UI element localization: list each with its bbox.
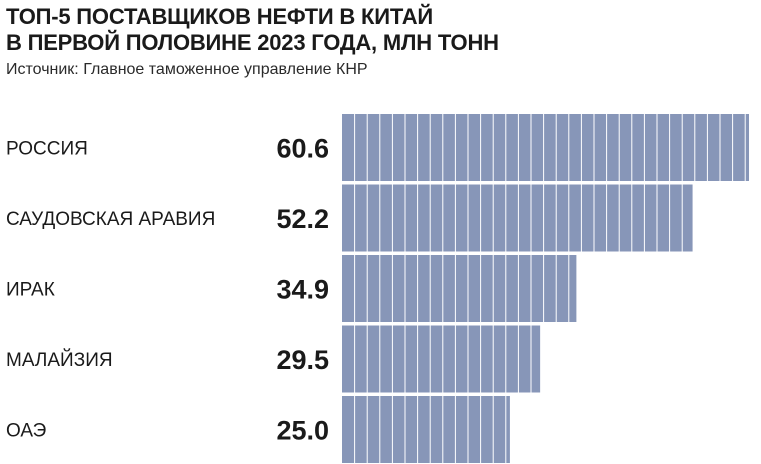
bar-row: САУДОВСКАЯ АРАВИЯ 52.2 [6,184,693,252]
chart-title: ТОП-5 ПОСТАВЩИКОВ НЕФТИ В КИТАЙ В ПЕРВОЙ… [6,4,756,56]
category-label: РОССИЯ [6,139,88,160]
bar [342,396,510,463]
bar [342,255,577,322]
category-label: МАЛАЙЗИЯ [6,349,113,371]
value-label: 25.0 [276,416,329,446]
chart-header: ТОП-5 ПОСТАВЩИКОВ НЕФТИ В КИТАЙ В ПЕРВОЙ… [6,4,756,79]
bar [342,114,749,181]
category-label: ИРАК [6,280,55,301]
chart-title-line-1: ТОП-5 ПОСТАВЩИКОВ НЕФТИ В КИТАЙ [6,4,434,29]
value-label: 29.5 [276,345,329,375]
value-label: 34.9 [276,275,329,305]
category-label: САУДОВСКАЯ АРАВИЯ [6,209,215,230]
chart-source: Источник: Главное таможенное управление … [6,61,368,78]
bar-row: ОАЭ 25.0 [6,396,510,463]
value-label: 60.6 [276,134,329,164]
bar-row: РОССИЯ 60.6 [6,114,749,181]
chart-title-line-2: В ПЕРВОЙ ПОЛОВИНЕ 2023 ГОДА, МЛН ТОНН [6,30,499,55]
value-label: 52.2 [276,204,329,234]
category-label: ОАЭ [6,421,46,442]
bar-row: МАЛАЙЗИЯ 29.5 [6,325,541,393]
bar [342,184,693,252]
bar [342,325,541,393]
bar-row: ИРАК 34.9 [6,255,577,322]
